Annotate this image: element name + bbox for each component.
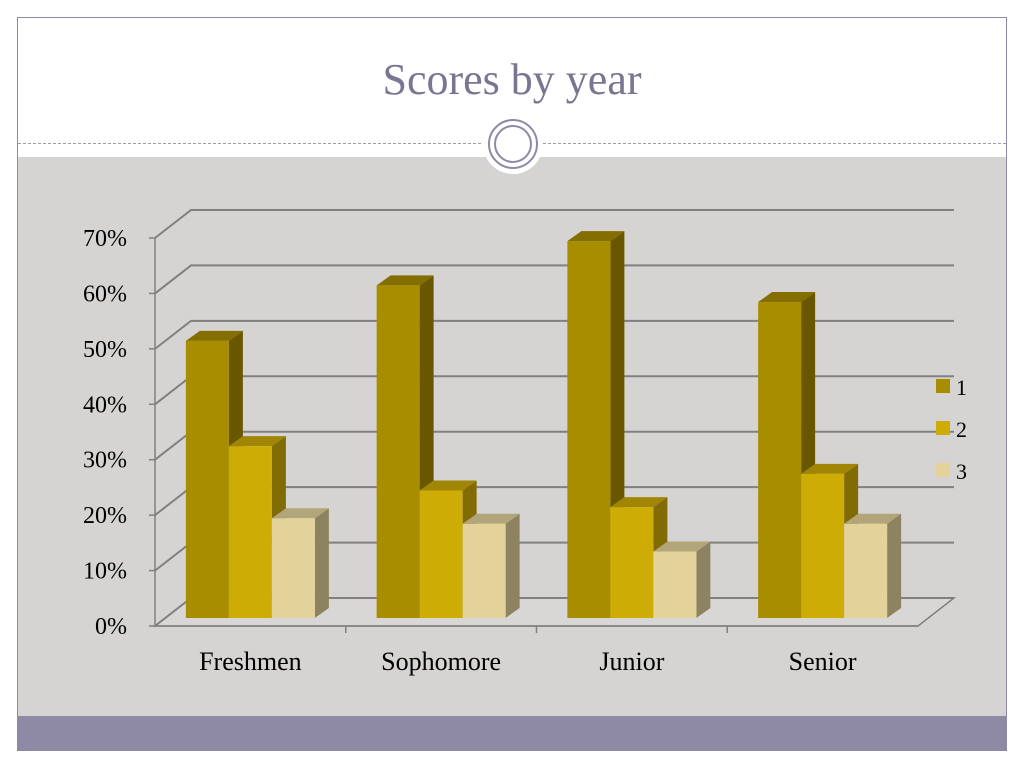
legend-label: 3 [956, 459, 967, 484]
bar [653, 541, 711, 618]
bar-front [271, 518, 315, 618]
y-tick-label: 60% [83, 281, 127, 307]
gridline [154, 319, 954, 350]
chart-axes [149, 237, 918, 633]
bar-top [462, 513, 520, 524]
y-tick-label: 50% [83, 337, 127, 363]
bar-front [185, 340, 229, 618]
bar-top [376, 275, 434, 286]
x-category-label: Freshmen [199, 647, 302, 676]
bar-front [567, 241, 611, 619]
legend-swatch [936, 421, 950, 435]
bar-side [505, 513, 520, 618]
bar-front [462, 523, 506, 618]
bar-side [314, 508, 329, 618]
circle-ornament-icon [488, 119, 538, 169]
y-tick-label: 0% [95, 614, 127, 640]
y-tick-label: 30% [83, 448, 127, 474]
bar-front [758, 302, 802, 618]
bar-top [653, 541, 711, 552]
bar-front [419, 490, 463, 618]
gridline [154, 375, 954, 406]
y-tick-label: 20% [83, 503, 127, 529]
bar-top [185, 330, 243, 341]
chart-legend: 1 2 3 [936, 375, 967, 484]
legend-label: 1 [956, 375, 967, 400]
bar-top [567, 231, 625, 242]
bar-front [376, 285, 420, 618]
bar-side [887, 513, 902, 618]
slide-title: Scores by year [382, 55, 642, 104]
legend-swatch [936, 379, 950, 393]
bar-top [801, 463, 859, 474]
chart-bars [185, 231, 902, 619]
x-category-label: Sophomore [381, 647, 501, 676]
legend-swatch [936, 463, 950, 477]
bar-top [419, 480, 477, 491]
bar-top [844, 513, 902, 524]
bar [271, 508, 329, 618]
bar [844, 513, 902, 618]
bar-front [228, 446, 272, 618]
bar-top [758, 292, 816, 303]
gridline [154, 264, 954, 295]
bar-side [696, 541, 711, 618]
bar [462, 513, 520, 618]
bar-front [653, 551, 697, 618]
chart-labels: 0% 10% 20% 30% 40% 50% 60% 70% Freshmen Sophomore… [83, 226, 857, 676]
gridline [154, 209, 954, 239]
y-tick-label: 70% [83, 226, 127, 252]
bar-top [271, 508, 329, 519]
bar-front [610, 507, 654, 618]
y-tick-label: 10% [83, 559, 127, 585]
bar [801, 463, 859, 618]
y-tick-label: 40% [83, 392, 127, 418]
bar-top [228, 436, 286, 447]
footer-bar [18, 716, 1006, 750]
bar-front [844, 523, 888, 618]
bar-front [801, 473, 845, 618]
bar-top [610, 497, 668, 508]
x-category-label: Senior [789, 647, 857, 676]
legend-label: 2 [956, 417, 967, 442]
x-category-label: Junior [599, 647, 664, 676]
